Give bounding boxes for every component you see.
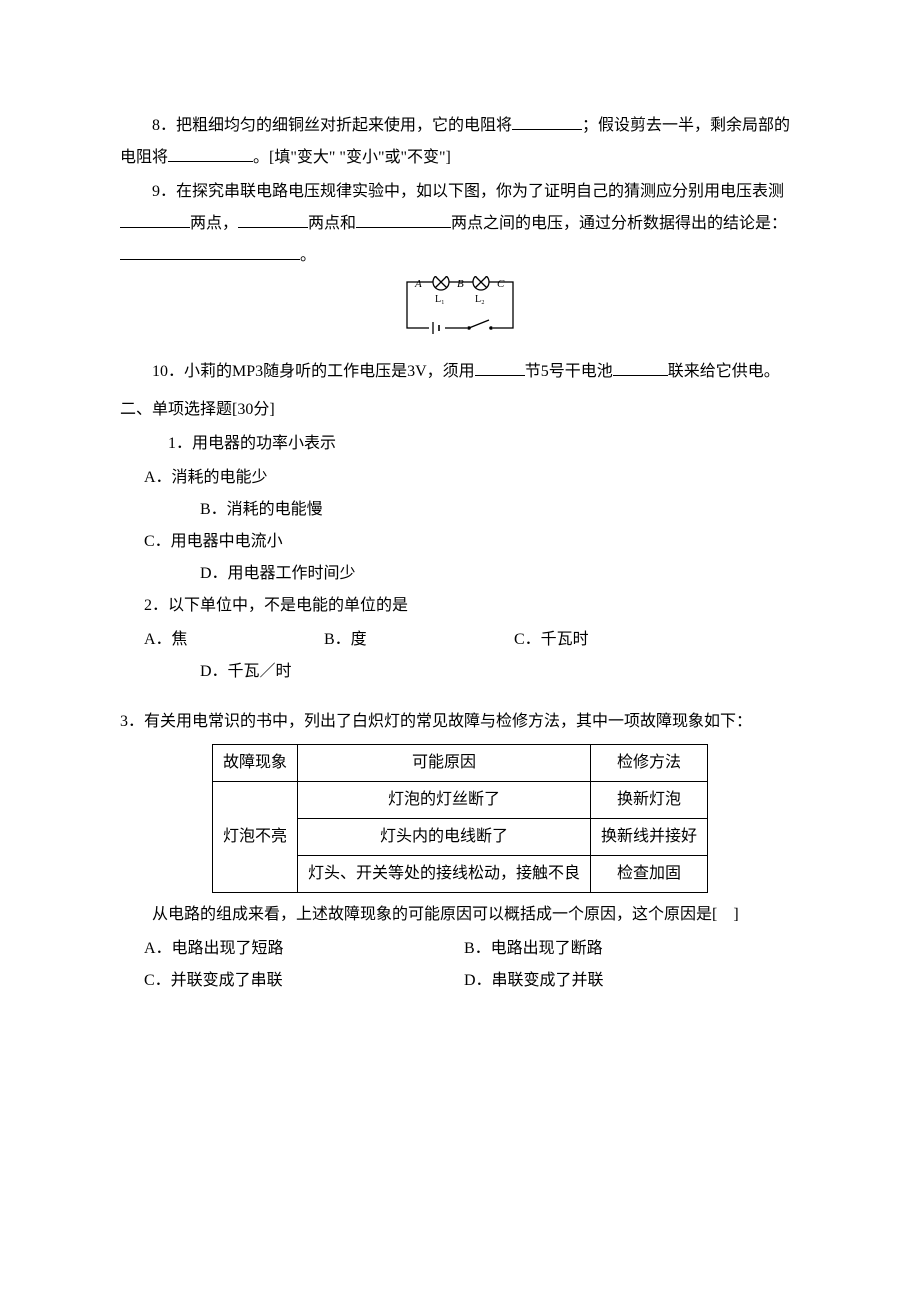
q1-opt-c: C．用电器中电流小	[120, 526, 800, 558]
q8-paragraph: 8．把粗细均匀的细铜丝对折起来使用，它的电阻将；假设剪去一半，剩余局部的电阻将。…	[120, 110, 800, 174]
q8-text-c: 。[填"变大" "变小"或"不变"]	[253, 149, 451, 166]
circuit-label-b: B	[457, 278, 464, 290]
q2-opt-b: B．度	[324, 624, 514, 656]
q10-text-a: 10．小莉的MP3随身听的工作电压是3V，须用	[152, 363, 475, 380]
q2-opt-row1: A．焦 B．度 C．千瓦时	[120, 624, 800, 656]
q3-r1c3: 换新灯泡	[591, 782, 708, 819]
spacer	[120, 688, 800, 706]
q2-opt-c: C．千瓦时	[514, 624, 654, 656]
q9-blank-2[interactable]	[238, 209, 308, 228]
q3-th-3: 检修方法	[591, 745, 708, 782]
q3-opt-b: B．电路出现了断路	[464, 933, 684, 965]
q1-stem: 1．用电器的功率小表示	[120, 428, 800, 460]
q3-r2c3: 换新线并接好	[591, 819, 708, 856]
q10-blank-2[interactable]	[613, 357, 668, 376]
q3-stem: 3．有关用电常识的书中，列出了白炽灯的常见故障与检修方法，其中一项故障现象如下：	[120, 706, 800, 738]
q9-paragraph: 9．在探究串联电路电压规律实验中，如以下图，你为了证明自己的猜测应分别用电压表测…	[120, 176, 800, 272]
q3-follow: 从电路的组成来看，上述故障现象的可能原因可以概括成一个原因，这个原因是[ ]	[120, 899, 800, 931]
q3-opt-row1: A．电路出现了短路 B．电路出现了断路	[120, 933, 800, 965]
q2-opt-d: D．千瓦／时	[120, 656, 800, 688]
q3-r1c1: 灯泡不亮	[212, 782, 297, 893]
q1-opt-d: D．用电器工作时间少	[120, 558, 800, 590]
q3-th-1: 故障现象	[212, 745, 297, 782]
q1-opt-b: B．消耗的电能慢	[120, 494, 800, 526]
q2-opt-a: A．焦	[144, 624, 324, 656]
circuit-label-c: C	[497, 278, 505, 290]
q9-text-c: 两点和	[308, 215, 356, 232]
q3-opt-a: A．电路出现了短路	[144, 933, 464, 965]
circuit-diagram: A B C L₁ L₂	[395, 276, 525, 352]
q1-opt-a: A．消耗的电能少	[120, 462, 800, 494]
q3-r3c2: 灯头、开关等处的接线松动，接触不良	[297, 856, 590, 893]
circuit-label-l1: L₁	[435, 294, 445, 305]
q9-blank-4[interactable]	[120, 241, 300, 260]
q3-r2c2: 灯头内的电线断了	[297, 819, 590, 856]
q9-text-b: 两点，	[190, 215, 238, 232]
table-row: 灯泡不亮 灯泡的灯丝断了 换新灯泡	[212, 782, 707, 819]
circuit-label-a: A	[414, 278, 422, 290]
q3-r3c3: 检查加固	[591, 856, 708, 893]
q3-th-2: 可能原因	[297, 745, 590, 782]
q10-paragraph: 10．小莉的MP3随身听的工作电压是3V，须用 节5号干电池 联来给它供电。	[120, 356, 800, 388]
q10-text-b: 节5号干电池	[525, 363, 613, 380]
q9-blank-1[interactable]	[120, 209, 190, 228]
q3-r1c2: 灯泡的灯丝断了	[297, 782, 590, 819]
q9-text-d: 两点之间的电压，通过分析数据得出的结论是：	[451, 215, 787, 232]
q3-opt-row2: C．并联变成了串联 D．串联变成了并联	[120, 965, 800, 997]
q3-opt-d: D．串联变成了并联	[464, 965, 684, 997]
q8-text-a: 8．把粗细均匀的细铜丝对折起来使用，它的电阻将	[152, 117, 512, 134]
circuit-diagram-wrap: A B C L₁ L₂	[120, 276, 800, 352]
q2-stem: 2．以下单位中，不是电能的单位的是	[120, 590, 800, 622]
q9-text-e: 。	[300, 247, 316, 264]
q3-opt-c: C．并联变成了串联	[144, 965, 464, 997]
q9-blank-3[interactable]	[356, 209, 451, 228]
q3-table: 故障现象 可能原因 检修方法 灯泡不亮 灯泡的灯丝断了 换新灯泡 灯头内的电线断…	[212, 744, 708, 893]
section-2-title: 二、单项选择题[30分]	[120, 394, 800, 426]
q8-blank-2[interactable]	[168, 143, 253, 162]
circuit-label-l2: L₂	[475, 294, 485, 305]
q10-blank-1[interactable]	[475, 357, 525, 376]
q9-text-a: 9．在探究串联电路电压规律实验中，如以下图，你为了证明自己的猜测应分别用电压表测	[152, 183, 784, 200]
q8-blank-1[interactable]	[512, 111, 582, 130]
q10-text-c: 联来给它供电。	[668, 363, 780, 380]
table-row: 故障现象 可能原因 检修方法	[212, 745, 707, 782]
